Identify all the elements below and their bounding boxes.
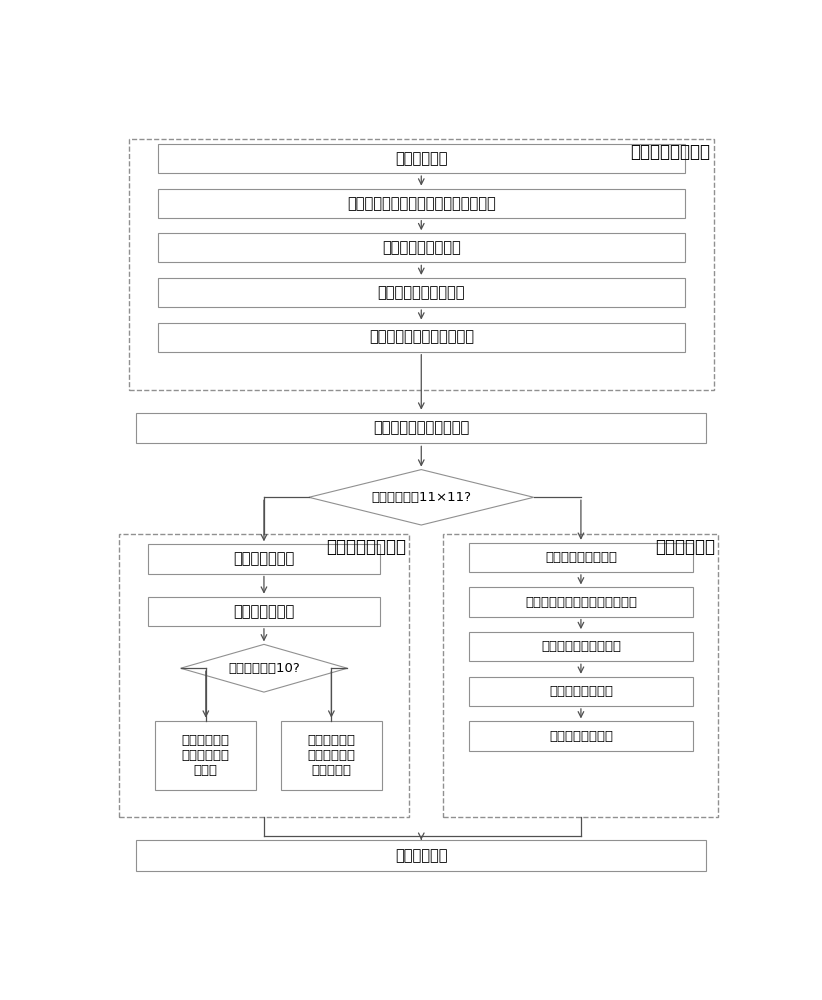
- Text: 观测矩阵构造子模块: 观测矩阵构造子模块: [545, 551, 617, 564]
- Bar: [469, 721, 693, 751]
- Bar: [148, 544, 381, 574]
- Text: 局部窗口大于11×11?: 局部窗口大于11×11?: [372, 491, 471, 504]
- Bar: [148, 597, 381, 626]
- Text: 淋巴结识别子模块: 淋巴结识别子模块: [549, 730, 613, 742]
- Bar: [129, 139, 713, 389]
- Text: 单帧目标提取模块: 单帧目标提取模块: [630, 143, 711, 161]
- Bar: [158, 144, 685, 173]
- Text: 后向跟踪子模块: 后向跟踪子模块: [233, 604, 294, 619]
- Bar: [155, 721, 256, 790]
- Text: 区域重叠跟踪模块: 区域重叠跟踪模块: [326, 538, 406, 556]
- Text: 首尾帧调整子模块: 首尾帧调整子模块: [549, 685, 613, 698]
- Bar: [158, 278, 685, 307]
- Text: 基于最大类间方差的多阈值分割子模块: 基于最大类间方差的多阈值分割子模块: [347, 196, 496, 211]
- Text: 区域特征计算子模块: 区域特征计算子模块: [382, 240, 460, 255]
- Text: 局部自适应窗口构造子模块: 局部自适应窗口构造子模块: [369, 330, 473, 345]
- Text: 基于位移和面
积特征的血管
识别子模块: 基于位移和面 积特征的血管 识别子模块: [307, 734, 355, 777]
- Bar: [469, 587, 693, 617]
- Text: 序列长度大于10?: 序列长度大于10?: [228, 662, 300, 675]
- Polygon shape: [309, 470, 533, 525]
- Text: 结果输出模块: 结果输出模块: [395, 848, 447, 863]
- Bar: [469, 543, 693, 572]
- Bar: [469, 677, 693, 706]
- Bar: [158, 189, 685, 218]
- Bar: [158, 233, 685, 262]
- Text: 局部自适应窗口排序模块: 局部自适应窗口排序模块: [373, 420, 469, 436]
- Text: 基于低秩模型的矩阵分解子模块: 基于低秩模型的矩阵分解子模块: [525, 596, 637, 609]
- Polygon shape: [181, 644, 347, 692]
- Bar: [469, 632, 693, 661]
- Bar: [136, 840, 706, 871]
- Bar: [118, 534, 409, 817]
- Bar: [158, 323, 685, 352]
- Bar: [443, 534, 718, 817]
- Text: 低秩跟踪模块: 低秩跟踪模块: [655, 538, 715, 556]
- Text: 前向跟踪子模块: 前向跟踪子模块: [233, 551, 294, 566]
- Bar: [136, 413, 706, 443]
- Text: 疑似淋巴结提取子模块: 疑似淋巴结提取子模块: [377, 285, 465, 300]
- Text: 预处理子模块: 预处理子模块: [395, 151, 447, 166]
- Text: 基于面积变化
的淋巴结识别
子模块: 基于面积变化 的淋巴结识别 子模块: [182, 734, 230, 777]
- Bar: [281, 721, 381, 790]
- Text: 初始首尾帧确定子模块: 初始首尾帧确定子模块: [541, 640, 621, 653]
